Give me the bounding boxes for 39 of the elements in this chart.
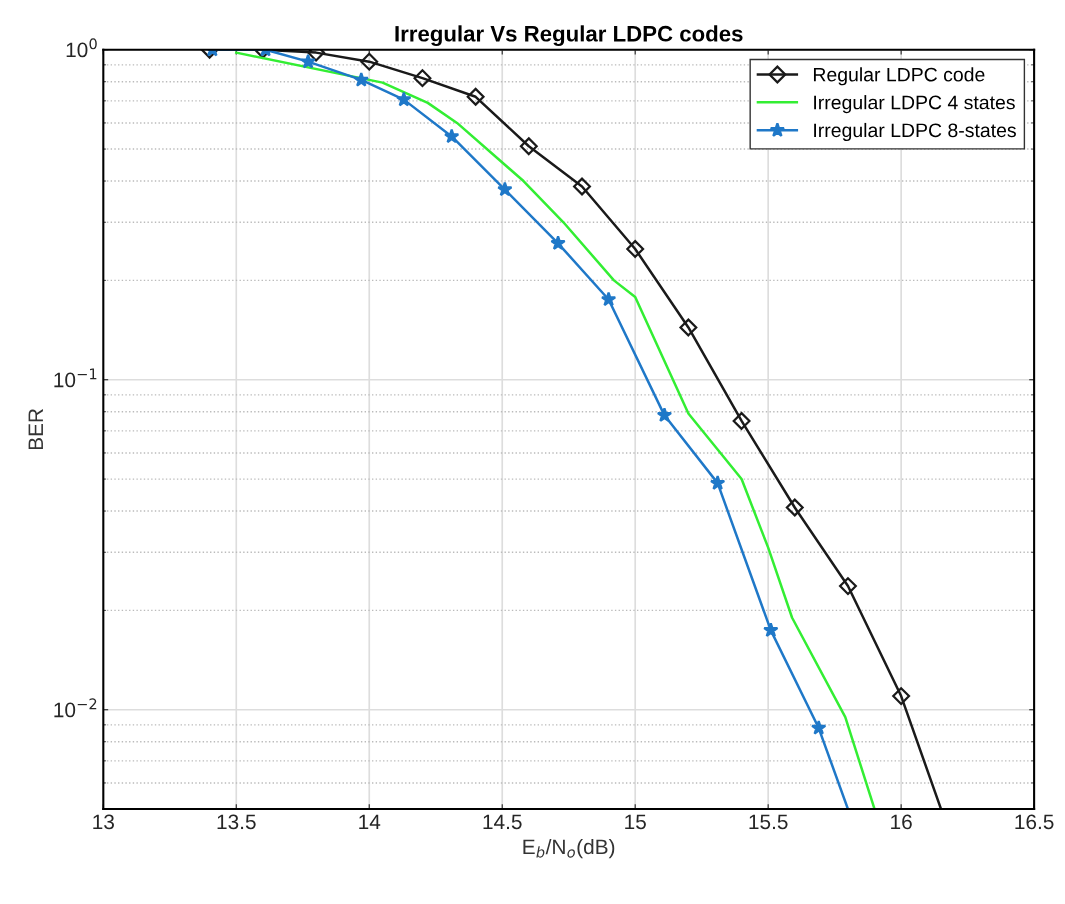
legend-label: Irregular LDPC 8-states [814, 122, 1016, 142]
point [573, 177, 591, 196]
point [892, 687, 911, 706]
point [550, 235, 566, 251]
x-tick-label: 16 [891, 814, 912, 830]
point [656, 407, 673, 423]
point [763, 622, 779, 638]
point [360, 52, 379, 71]
point [519, 137, 538, 156]
point [679, 318, 698, 337]
point [300, 53, 316, 69]
x-tick-label: 13 [93, 814, 114, 830]
x-tick-label: 14 [359, 814, 381, 830]
point [396, 91, 412, 107]
x-tick-label: 15.5 [749, 814, 788, 830]
x-axis-title: E$_{b}$/N$_{o}$(dB) [523, 838, 615, 859]
point [626, 240, 645, 258]
legend-label: Regular LDPC code [813, 67, 985, 86]
y-axis-title: BER [28, 408, 43, 450]
chart-title: Irregular Vs Regular LDPC codes [395, 25, 743, 47]
point [497, 181, 513, 197]
point [413, 69, 432, 88]
point [600, 291, 617, 307]
point [732, 411, 751, 430]
point [838, 577, 857, 596]
point [466, 87, 485, 106]
x-tick-label: 14.5 [483, 814, 522, 830]
point [443, 128, 460, 144]
point [810, 720, 827, 735]
y-tick-label: 10$^{−2}$ [54, 698, 97, 718]
y-tick-label: 10$^{−1}$ [54, 368, 97, 388]
x-tick-label: 13.5 [217, 814, 256, 830]
x-tick-label: 16.5 [1015, 814, 1054, 830]
x-tick-label: 15 [625, 814, 646, 830]
point [709, 475, 726, 490]
legend-label: Irregular LDPC 4 states [814, 95, 1015, 114]
y-tick-label: 10$^{0}$ [66, 38, 97, 58]
point [353, 71, 369, 87]
point [785, 498, 804, 517]
